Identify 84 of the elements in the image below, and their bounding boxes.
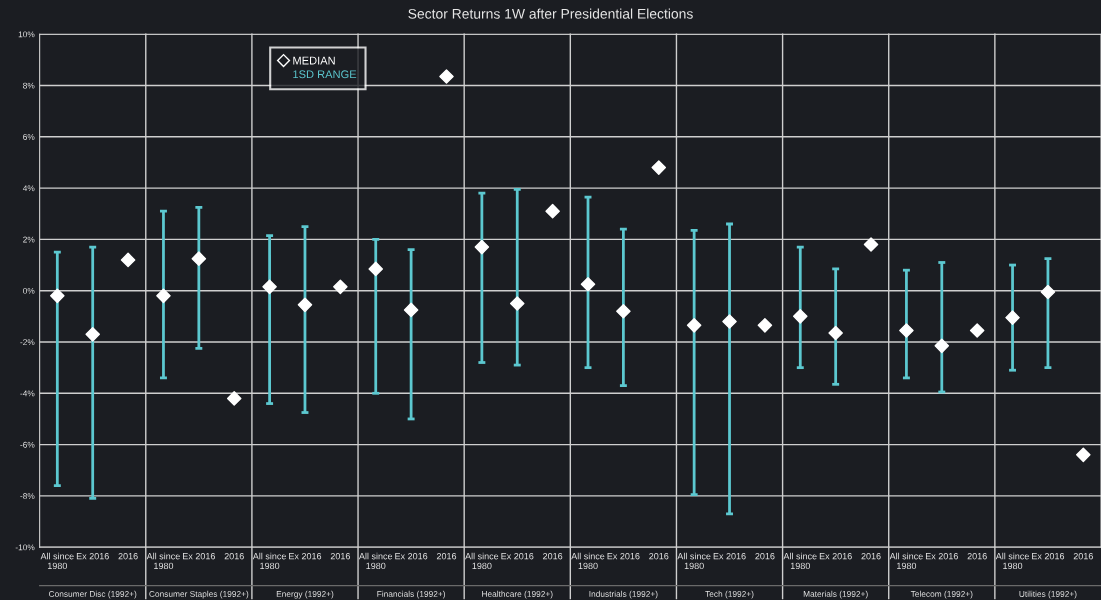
text: Industrials (1992+)	[589, 590, 658, 599]
x-tick-label: All since 1980	[146, 552, 180, 570]
point	[50, 288, 65, 304]
y-tick-label: 2%	[23, 236, 35, 243]
x-tick-label: All since 1980	[252, 552, 287, 570]
point	[191, 251, 207, 266]
y-tick-label: 10%	[18, 31, 35, 38]
x-tick-label: 2016	[1073, 552, 1093, 560]
point	[863, 237, 879, 252]
x-tick-label: Ex 2016	[925, 552, 958, 560]
point	[651, 160, 667, 175]
text: Telecom (1992+)	[910, 590, 973, 599]
text: Materials (1992+)	[803, 590, 868, 599]
y-tick-label: -8%	[20, 493, 35, 499]
x-tick-label: All since 1980	[995, 552, 1029, 570]
point	[545, 203, 560, 219]
y-tick-label: 4%	[22, 185, 35, 192]
point	[616, 303, 631, 319]
point	[757, 318, 773, 333]
x-tick-label: Ex 2016	[289, 552, 322, 560]
point	[333, 279, 348, 295]
x-tick-label: Ex 2016	[183, 552, 216, 560]
point	[85, 327, 100, 342]
text: Consumer Disc (1992+)	[49, 590, 137, 599]
x-tick-label: Ex 2016	[76, 552, 109, 560]
text: Healthcare (1992+)	[482, 590, 553, 599]
legend-label: MEDIAN	[293, 56, 335, 65]
x-tick-label: Ex 2016	[395, 552, 428, 560]
x-tick-label: All since 1980	[783, 552, 817, 570]
point	[828, 325, 843, 341]
legend-title: 1SD RANGE	[293, 70, 357, 79]
x-tick-label: Ex 2016	[1032, 552, 1065, 560]
text: Utilities (1992+)	[1019, 590, 1077, 599]
x-tick-label: All since 1980	[571, 552, 605, 570]
point	[899, 323, 914, 338]
x-tick-label: All since 1980	[677, 552, 711, 570]
text: Consumer Staples (1992+)	[149, 590, 249, 599]
point	[934, 338, 950, 354]
x-tick-label: 2016	[118, 552, 138, 560]
x-tick-label: 2016	[330, 552, 350, 560]
point	[368, 261, 384, 277]
x-tick-label: 2016	[543, 552, 563, 560]
y-tick-label: -2%	[20, 339, 35, 346]
x-tick-label: Ex 2016	[501, 552, 534, 560]
x-tick-label: All since 1980	[889, 552, 923, 570]
point	[509, 296, 525, 311]
x-tick-label: 2016	[755, 552, 775, 560]
point	[262, 279, 277, 295]
point	[969, 323, 985, 338]
x-tick-label: 2016	[224, 552, 244, 560]
point	[792, 309, 808, 324]
y-tick-label: -6%	[20, 441, 35, 448]
x-tick-label: 2016	[861, 552, 881, 560]
x-tick-label: Ex 2016	[819, 552, 852, 560]
point	[580, 277, 596, 292]
point	[1076, 447, 1091, 463]
x-tick-label: 2016	[967, 552, 987, 560]
x-tick-label: 2016	[436, 552, 457, 560]
point	[474, 239, 490, 255]
point	[403, 302, 419, 318]
y-tick-label: 6%	[23, 134, 35, 140]
point	[226, 391, 242, 406]
chart-title: Sector Returns 1W after Presidential Elections	[408, 8, 693, 19]
y-tick-label: 8%	[23, 82, 35, 89]
point	[1040, 284, 1056, 300]
y-tick-label: -4%	[20, 390, 35, 397]
point	[297, 297, 313, 313]
point	[439, 69, 454, 84]
point	[120, 252, 136, 268]
text: Tech (1992+)	[705, 590, 754, 599]
point	[686, 318, 702, 333]
y-tick-label: -10%	[15, 544, 35, 551]
text: Energy (1992+)	[276, 590, 334, 599]
x-tick-label: All since 1980	[358, 552, 393, 570]
point	[1005, 310, 1020, 325]
y-tick-label: 0%	[23, 287, 35, 294]
point	[156, 288, 171, 304]
x-tick-label: Ex 2016	[713, 552, 746, 560]
x-tick-label: 2016	[649, 552, 669, 560]
x-tick-label: All since 1980	[40, 552, 74, 570]
x-tick-label: All since 1980	[465, 552, 499, 570]
point	[722, 314, 737, 329]
text: Financials (1992+)	[377, 590, 445, 599]
x-tick-label: Ex 2016	[607, 552, 640, 560]
